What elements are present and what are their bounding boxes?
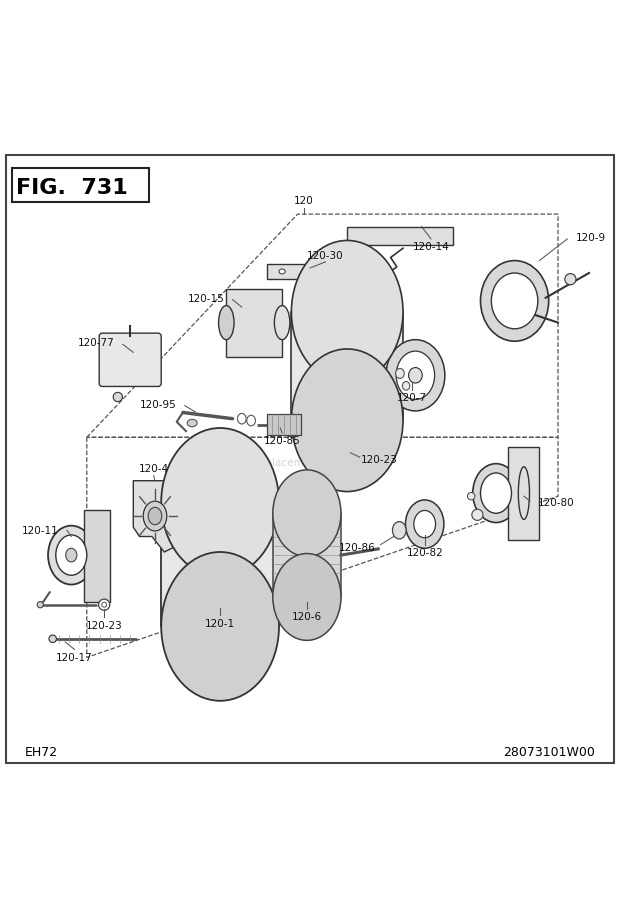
Text: 120: 120: [294, 196, 314, 206]
Ellipse shape: [143, 502, 167, 531]
Text: 120-9: 120-9: [575, 233, 606, 243]
Ellipse shape: [409, 369, 422, 383]
Bar: [84, 510, 110, 602]
Ellipse shape: [291, 349, 403, 492]
Ellipse shape: [275, 306, 290, 340]
Ellipse shape: [402, 382, 410, 391]
Ellipse shape: [472, 464, 520, 523]
Ellipse shape: [48, 526, 94, 584]
Text: 120-95: 120-95: [140, 400, 177, 409]
Ellipse shape: [491, 274, 538, 329]
Ellipse shape: [49, 635, 56, 642]
Text: 120-85: 120-85: [264, 436, 301, 446]
Ellipse shape: [467, 493, 475, 500]
Text: 120-14: 120-14: [412, 242, 450, 252]
Ellipse shape: [386, 340, 445, 412]
Ellipse shape: [273, 471, 341, 557]
Ellipse shape: [37, 602, 43, 608]
Bar: [267, 414, 301, 436]
Ellipse shape: [518, 467, 529, 520]
Text: FIG.  731: FIG. 731: [16, 177, 127, 198]
Bar: [273, 514, 341, 597]
Ellipse shape: [565, 274, 576, 286]
Ellipse shape: [291, 241, 403, 383]
Ellipse shape: [187, 420, 197, 427]
Ellipse shape: [322, 269, 329, 275]
Text: eReplacementParts.com: eReplacementParts.com: [247, 458, 373, 468]
Text: EH72: EH72: [25, 745, 58, 758]
FancyBboxPatch shape: [99, 334, 161, 387]
Text: 120-23: 120-23: [86, 620, 123, 630]
Text: 120-86: 120-86: [339, 542, 375, 552]
Polygon shape: [133, 482, 177, 552]
Text: 120-1: 120-1: [205, 618, 235, 628]
Ellipse shape: [148, 508, 162, 525]
Text: 120-4: 120-4: [139, 464, 169, 474]
Ellipse shape: [392, 522, 406, 539]
Ellipse shape: [66, 549, 77, 562]
Text: 120-6: 120-6: [292, 611, 322, 621]
Text: 120-30: 120-30: [307, 251, 344, 261]
Ellipse shape: [247, 415, 255, 426]
Text: 120-17: 120-17: [56, 652, 93, 662]
Text: 120-11: 120-11: [22, 526, 59, 536]
Text: 120-23: 120-23: [361, 455, 397, 464]
Text: 120-7: 120-7: [397, 392, 427, 403]
Ellipse shape: [113, 393, 123, 403]
Polygon shape: [267, 265, 341, 280]
Ellipse shape: [218, 306, 234, 340]
Ellipse shape: [414, 511, 436, 539]
Ellipse shape: [279, 269, 285, 275]
Text: 120-80: 120-80: [538, 498, 575, 508]
Bar: [291, 312, 403, 421]
Ellipse shape: [480, 473, 511, 514]
Bar: [12, 168, 149, 202]
Bar: [161, 503, 279, 627]
Ellipse shape: [161, 428, 279, 577]
Ellipse shape: [237, 414, 246, 425]
Text: 120-82: 120-82: [406, 548, 443, 558]
Text: 28073101W00: 28073101W00: [503, 745, 595, 758]
Ellipse shape: [56, 536, 87, 575]
Ellipse shape: [480, 261, 549, 342]
Ellipse shape: [161, 552, 279, 701]
Ellipse shape: [396, 369, 404, 379]
Bar: [226, 289, 282, 357]
Ellipse shape: [102, 603, 107, 607]
Ellipse shape: [396, 352, 435, 400]
Polygon shape: [347, 227, 453, 245]
Ellipse shape: [273, 554, 341, 641]
Ellipse shape: [472, 510, 483, 521]
Ellipse shape: [99, 599, 110, 610]
Ellipse shape: [405, 500, 444, 549]
Text: 120-15: 120-15: [188, 294, 224, 304]
Bar: [508, 448, 539, 540]
Text: 120-77: 120-77: [78, 338, 115, 348]
